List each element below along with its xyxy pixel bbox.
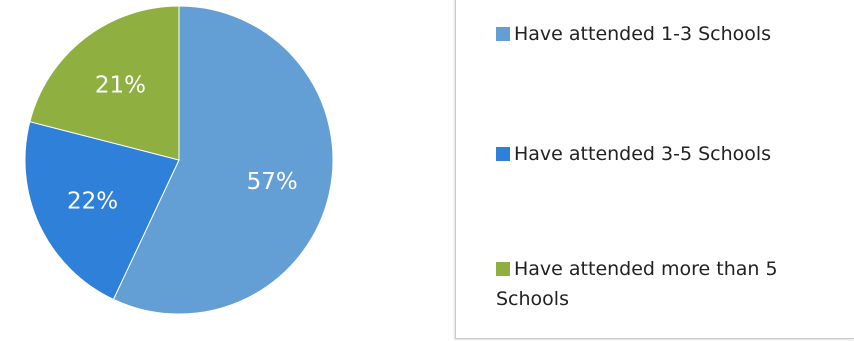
pie-slice-1-3-schools (112, 5, 334, 315)
pie-slice-more-than-5-schools (29, 5, 180, 161)
legend-label-more-than-5-schools: Have attended more than 5 Schools (496, 258, 778, 310)
pie-chart: 57% 22% 21% (24, 5, 334, 315)
slice-label-more-than-5-schools: 21% (95, 73, 146, 99)
legend-item-more-than-5-schools: Have attended more than 5 Schools (496, 254, 826, 314)
slice-label-3-5-schools: 22% (67, 189, 118, 215)
legend-item-3-5-schools: Have attended 3-5 Schools (496, 139, 826, 169)
legend: Have attended 1-3 Schools Have attended … (455, 0, 854, 339)
pie-slice-3-5-schools (24, 121, 180, 301)
legend-swatch-3-5-schools (496, 147, 510, 161)
legend-swatch-1-3-schools (496, 27, 510, 41)
slice-label-1-3-schools: 57% (247, 169, 298, 195)
legend-swatch-more-than-5-schools (496, 262, 510, 276)
legend-label-3-5-schools: Have attended 3-5 Schools (514, 143, 772, 165)
legend-item-1-3-schools: Have attended 1-3 Schools (496, 19, 826, 49)
legend-label-1-3-schools: Have attended 1-3 Schools (514, 23, 772, 45)
